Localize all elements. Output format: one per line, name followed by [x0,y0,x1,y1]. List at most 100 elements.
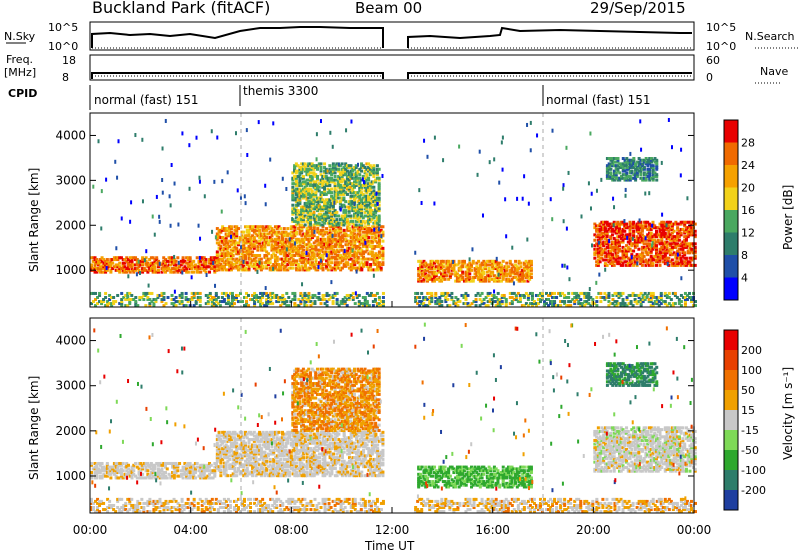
echo-cell [573,302,577,306]
echo-cell [301,162,305,166]
echo-cell [298,198,302,202]
echo-cell [215,234,219,238]
echo-cell [192,293,196,297]
echo-cell [447,267,451,271]
echo-cell [144,263,148,267]
echo-cell [194,300,198,304]
echo-cell [614,227,618,231]
echo-cell [204,263,208,267]
echo-cell [441,276,445,280]
echo-cell [365,262,369,266]
echo-cell [351,262,355,266]
echo-cell [507,277,511,281]
echo-cell [529,267,533,271]
echo-cell [477,272,481,276]
echo-cell [501,276,505,280]
echo-cell [267,302,271,306]
echo-cell [445,265,449,269]
echo-cell [635,300,639,304]
echo-cell [305,169,309,173]
echo-cell [233,236,237,240]
echo-cell [614,167,618,171]
echo-speckle [536,133,539,138]
echo-cell [634,164,638,168]
echo-cell [676,227,680,231]
echo-cell [487,263,491,267]
echo-cell [365,291,369,295]
echo-cell [667,295,671,299]
echo-cell [605,253,609,257]
echo-cell [340,167,344,171]
echo-cell [474,300,478,304]
echo-cell [314,194,318,198]
echo-cell [178,293,182,297]
echo-cell [204,270,208,274]
echo-cell [222,246,226,250]
echo-cell [301,187,305,191]
echo-cell [607,245,611,249]
echo-cell [464,298,468,302]
echo-cell [289,245,293,249]
echo-cell [628,236,632,240]
echo-cell [356,192,360,196]
echo-cell [342,234,346,238]
echo-cell [361,174,365,178]
echo-cell [337,191,341,195]
echo-cell [438,279,442,283]
echo-cell [670,231,674,235]
echo-cell [192,270,196,274]
echo-cell [325,246,329,250]
echo-cell [628,164,632,168]
echo-cell [305,178,309,182]
echo-cell [208,261,212,265]
echo-cell [176,300,180,304]
echo-cell [605,220,609,224]
echo-cell [328,176,332,180]
echo-cell [648,171,652,175]
echo-cell [634,173,638,177]
echo-cell [325,227,329,231]
echo-cell [330,245,334,249]
echo-cell [303,180,307,184]
echo-cell [372,245,376,249]
echo-cell [298,167,302,171]
echo-cell [321,250,325,254]
echo-cell [149,263,153,267]
echo-cell [637,164,641,168]
echo-cell [414,298,418,302]
echo-cell [319,241,323,245]
echo-cell [148,302,152,306]
echo-cell [121,270,125,274]
echo-cell [313,302,317,306]
echo-cell [190,263,194,267]
echo-cell [349,266,353,270]
echo-cell [468,276,472,280]
echo-cell [261,291,265,295]
echo-cell [585,302,589,306]
echo-cell [184,291,188,295]
echo-cell [226,246,230,250]
echo-cell [621,162,625,166]
echo-cell [265,291,269,295]
echo-cell [271,295,275,299]
echo-cell [307,210,311,214]
echo-cell [240,262,244,266]
echo-cell [293,164,297,168]
echo-cell [291,234,295,238]
echo-cell [296,221,300,225]
echo-cell [605,254,609,258]
echo-cell [102,263,106,267]
echo-cell [326,216,330,220]
echo-cell [651,167,655,171]
echo-cell [667,260,671,264]
echo-cell [222,227,226,231]
echo-cell [340,171,344,175]
echo-cell [193,263,197,267]
echo-cell [308,164,312,168]
echo-cell [298,187,302,191]
echo-cell [623,247,627,251]
echo-cell [107,263,111,267]
echo-cell [328,230,332,234]
echo-cell [349,214,353,218]
echo-cell [632,165,636,169]
